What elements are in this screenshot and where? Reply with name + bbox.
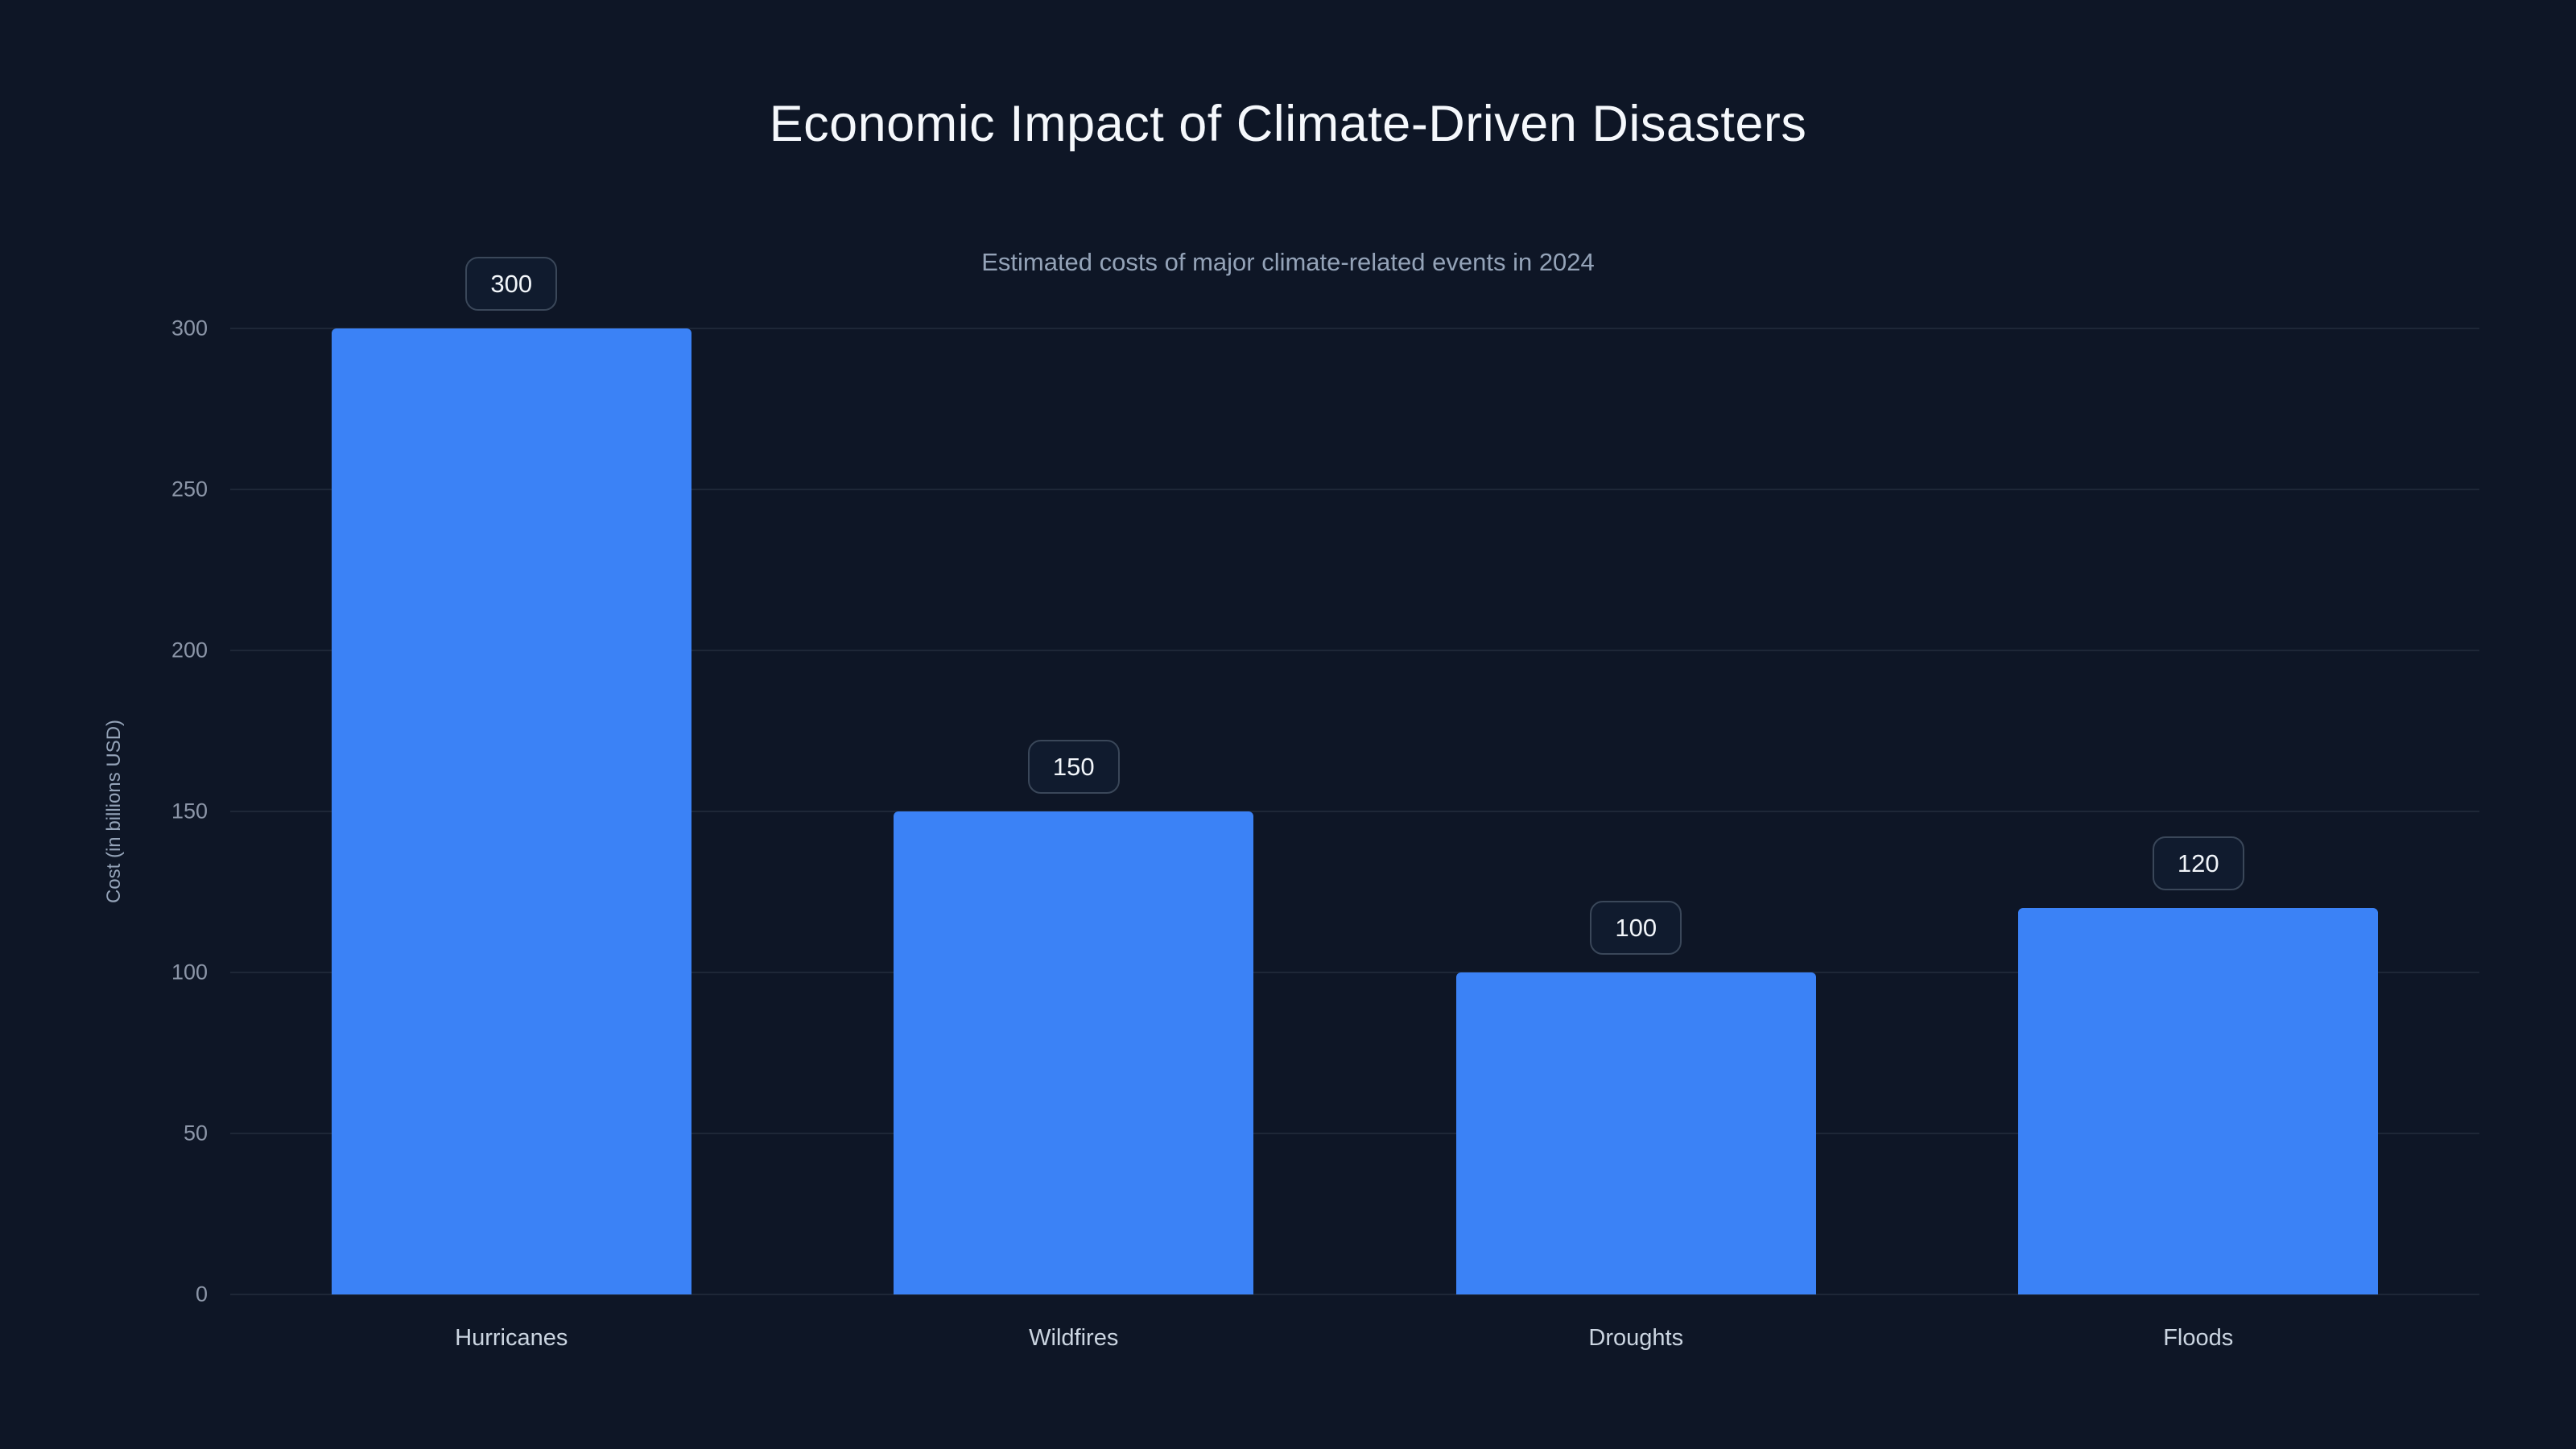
gridline-250	[230, 489, 2479, 490]
x-axis-label-droughts: Droughts	[1588, 1325, 1684, 1351]
bar-value-badge-floods: 120	[2152, 836, 2244, 890]
y-tick-label-50: 50	[183, 1121, 208, 1146]
y-tick-label-0: 0	[195, 1282, 208, 1307]
bar-slot-droughts: 100 Droughts	[1355, 328, 1918, 1351]
bar-slot-hurricanes: 300 Hurricanes	[230, 256, 793, 1351]
bar-droughts[interactable]	[1455, 972, 1816, 1294]
bar-floods[interactable]	[2018, 908, 2379, 1294]
y-axis-title: Cost (in billions USD)	[103, 719, 125, 904]
gridline-150	[230, 811, 2479, 812]
gridline-0	[230, 1294, 2479, 1295]
x-axis-label-wildfires: Wildfires	[1029, 1325, 1119, 1351]
plot-area: 0 50 100 150 200 250 300 300 Hurricanes 150 Wildf…	[171, 256, 2480, 1351]
bar-value-badge-droughts: 100	[1590, 900, 1682, 955]
y-tick-label-150: 150	[171, 799, 208, 824]
y-tick-label-250: 250	[171, 477, 208, 502]
bars: 300 Hurricanes 150 Wildfires 100 Droughts 120 F…	[230, 256, 2480, 1351]
y-tick-label-200: 200	[171, 638, 208, 663]
x-axis-label-hurricanes: Hurricanes	[455, 1325, 568, 1351]
x-axis-label-floods: Floods	[2163, 1325, 2234, 1351]
y-tick-label-300: 300	[171, 316, 208, 341]
bar-value-badge-hurricanes: 300	[465, 256, 558, 311]
bar-value-badge-wildfires: 150	[1027, 739, 1120, 794]
gridline-200	[230, 650, 2479, 651]
y-tick-label-100: 100	[171, 960, 208, 985]
bar-hurricanes[interactable]	[331, 328, 691, 1294]
bar-slot-wildfires: 150 Wildfires	[793, 328, 1356, 1351]
gridline-50	[230, 1133, 2479, 1134]
gridline-100	[230, 972, 2479, 973]
bar-slot-floods: 120 Floods	[1918, 328, 2480, 1351]
bar-wildfires[interactable]	[894, 811, 1254, 1294]
chart-title: Economic Impact of Climate-Driven Disast…	[769, 96, 1807, 152]
gridline-300	[230, 328, 2479, 329]
chart-subtitle: Estimated costs of major climate-related…	[981, 248, 1595, 276]
